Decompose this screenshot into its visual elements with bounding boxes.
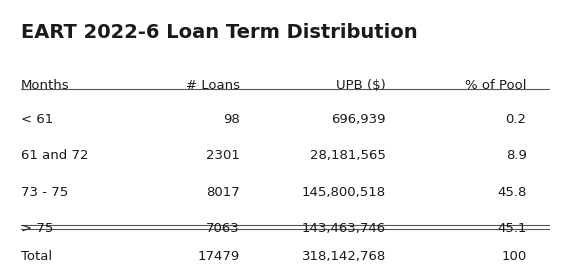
Text: UPB ($): UPB ($) bbox=[336, 79, 386, 93]
Text: < 61: < 61 bbox=[21, 113, 53, 126]
Text: 143,463,746: 143,463,746 bbox=[302, 222, 386, 235]
Text: % of Pool: % of Pool bbox=[465, 79, 527, 93]
Text: 2301: 2301 bbox=[206, 149, 240, 162]
Text: Total: Total bbox=[21, 250, 52, 263]
Text: 145,800,518: 145,800,518 bbox=[302, 186, 386, 199]
Text: 318,142,768: 318,142,768 bbox=[302, 250, 386, 263]
Text: # Loans: # Loans bbox=[186, 79, 240, 93]
Text: 28,181,565: 28,181,565 bbox=[310, 149, 386, 162]
Text: EART 2022-6 Loan Term Distribution: EART 2022-6 Loan Term Distribution bbox=[21, 23, 418, 42]
Text: 100: 100 bbox=[501, 250, 527, 263]
Text: 696,939: 696,939 bbox=[332, 113, 386, 126]
Text: 45.8: 45.8 bbox=[497, 186, 527, 199]
Text: 45.1: 45.1 bbox=[497, 222, 527, 235]
Text: 0.2: 0.2 bbox=[506, 113, 527, 126]
Text: 61 and 72: 61 and 72 bbox=[21, 149, 88, 162]
Text: 73 - 75: 73 - 75 bbox=[21, 186, 68, 199]
Text: > 75: > 75 bbox=[21, 222, 54, 235]
Text: 8017: 8017 bbox=[206, 186, 240, 199]
Text: Months: Months bbox=[21, 79, 70, 93]
Text: 17479: 17479 bbox=[198, 250, 240, 263]
Text: 7063: 7063 bbox=[206, 222, 240, 235]
Text: 8.9: 8.9 bbox=[506, 149, 527, 162]
Text: 98: 98 bbox=[223, 113, 240, 126]
